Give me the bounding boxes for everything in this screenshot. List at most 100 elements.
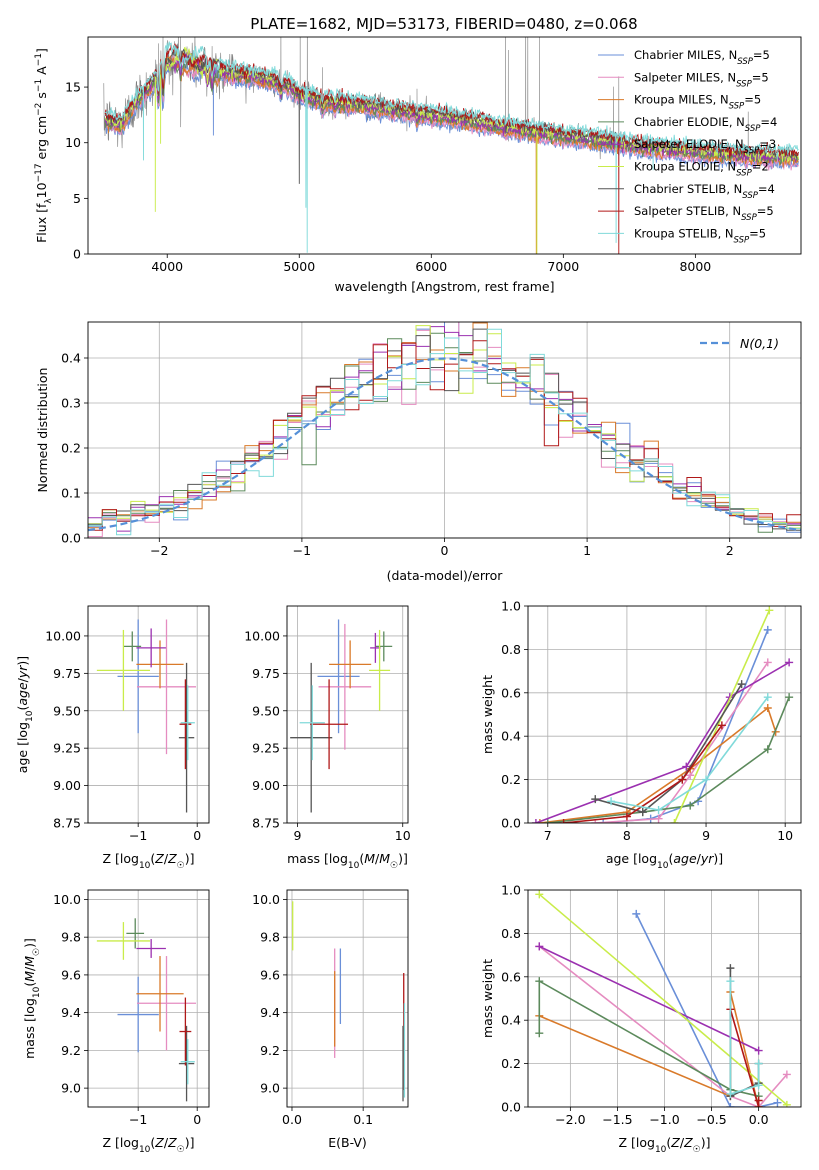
weight-marker: [763, 625, 772, 634]
y-tick-label: 8.75: [252, 816, 280, 831]
x-axis-label: wavelength [Angstrom, rest frame]: [334, 279, 554, 294]
x-tick-label: 0: [193, 828, 201, 843]
errorbar-salpeter-stelib: [310, 679, 349, 770]
weight-series-chabrier-elodie: [535, 977, 763, 1101]
panel-age-vs-mass: 9 10 8.75 9.00 9.25 9.50 9.75 10.00 mass [log10(…: [244, 605, 411, 871]
y-tick-label: 0.8: [501, 926, 521, 941]
y-tick-label: 0.0: [501, 816, 521, 831]
weight-marker: [531, 819, 540, 823]
legend-label-kroupa-miles: Kroupa MILES, NSSP=5: [634, 93, 761, 112]
y-tick-label: 9.4: [260, 1005, 280, 1020]
x-tick-label: 1: [583, 543, 591, 558]
errorbar-chabrier-stelib: [178, 1025, 195, 1102]
y-tick-label: 0.3: [61, 396, 81, 411]
errorbar-chabrier-stelib: [178, 662, 195, 813]
x-tick-label: 4000: [151, 259, 183, 274]
axes-frame: [527, 605, 802, 824]
x-tick-label: −1: [129, 1112, 147, 1127]
weight-marker: [607, 797, 616, 806]
legend-label-salpeter-stelib: Salpeter STELIB, NSSP=5: [634, 204, 774, 223]
legend-label-kroupa-stelib: Kroupa STELIB, NSSP=5: [634, 226, 766, 245]
weight-marker: [535, 942, 544, 951]
weight-series-salpeter-elodie: [531, 658, 794, 823]
axes-frame: [527, 889, 802, 1108]
weight-marker: [717, 721, 726, 730]
weight-marker: [754, 1059, 763, 1068]
legend-label-salpeter-miles: Salpeter MILES, NSSP=5: [634, 70, 769, 89]
y-tick-label: 9.75: [252, 666, 280, 681]
weight-line: [729, 981, 760, 1096]
y-tick-label: 9.6: [260, 967, 280, 982]
axes-frame: [87, 889, 210, 1108]
plot-area: [528, 890, 801, 1107]
x-tick-label: 0.0: [749, 1112, 769, 1127]
errorbar-kroupa-elodie: [96, 629, 150, 711]
y-tick-label: 0.0: [61, 531, 81, 546]
y-tick-label: 9.50: [53, 703, 81, 718]
y-tick-label: 0.2: [61, 441, 81, 456]
x-tick-label: 10: [395, 828, 411, 843]
weight-line: [610, 696, 769, 811]
panel-mass-vs-Z: −1 0 9.0 9.2 9.4 9.6 9.8 10.0 Z [log10(Z/Z☉)] mas…: [22, 889, 210, 1155]
weight-marker: [765, 606, 774, 615]
y-tick-label: 1.0: [501, 599, 521, 614]
panel-spectrum: 4000 5000 6000 7000 8000 0 5 10 15 wavelength [An…: [34, 36, 802, 294]
x-tick-label: 0.0: [282, 1112, 302, 1127]
panel-age-vs-Z: −1 0 8.75 9.00 9.25 9.50 9.75 10.00 Z [log10(Z/Z…: [15, 605, 210, 871]
weight-line: [538, 979, 759, 1097]
panel-weight-vs-age: 7 8 9 10 0.0 0.2 0.4 0.6 0.8 1.0 age [log10(age/yr…: [480, 599, 802, 871]
legend: Chabrier MILES, NSSP=5 Salpeter MILES, NS…: [598, 48, 777, 245]
y-tick-label: 0.2: [501, 772, 521, 787]
plot-area: [287, 890, 408, 1107]
y-tick-label: 10.00: [244, 628, 280, 643]
weight-marker: [678, 775, 687, 784]
axes-frame: [87, 605, 210, 824]
weight-marker: [670, 819, 679, 823]
y-tick-label: 10.0: [252, 892, 280, 907]
y-axis-label: mass weight: [480, 675, 495, 754]
normal-curve: [88, 357, 801, 532]
x-axis-label: Z [log10(Z/Z☉)]: [102, 851, 194, 871]
weight-marker: [773, 1098, 782, 1107]
panel-residuals: −2 −1 0 1 2 0.0 0.1 0.2 0.3 0.4 (data-model)/error…: [35, 321, 802, 583]
y-axis-label: Normed distribution: [35, 368, 50, 493]
axes-frame: [286, 605, 409, 824]
errorbar-salpeter-elodie: [136, 939, 166, 958]
y-tick-label: 0.4: [501, 1013, 521, 1028]
panel-weight-vs-Z: −2.0 −1.5 −1.0 −0.5 0.0 0.0 0.2 0.4 0.6 0.8 1.0 Z […: [480, 883, 802, 1155]
histogram-salpeter-stelib: [88, 340, 801, 531]
y-tick-label: 0.4: [501, 729, 521, 744]
errorbar-kroupa-miles: [329, 640, 372, 689]
errorbar-chabrier-miles: [317, 619, 360, 734]
x-tick-label: 9: [294, 828, 302, 843]
plot-area: [88, 322, 801, 538]
y-axis-label: mass [log10(M/M☉)]: [22, 938, 42, 1059]
y-axis-label: age [log10(age/yr)]: [15, 656, 35, 773]
errorbar-kroupa-elodie: [96, 922, 150, 960]
weight-marker: [654, 814, 663, 823]
weight-marker: [638, 808, 647, 817]
x-tick-label: 9: [702, 828, 710, 843]
legend-label-chabrier-miles: Chabrier MILES, NSSP=5: [634, 48, 770, 67]
weight-marker: [782, 1070, 791, 1079]
y-axis-label: Flux [fλ10−17 erg cm−2 s−1 A−1]: [34, 48, 54, 243]
weight-marker: [535, 819, 544, 823]
weight-marker: [559, 819, 568, 823]
weight-marker: [702, 775, 711, 784]
figure-title: PLATE=1682, MJD=53173, FIBERID=0480, z=0…: [250, 15, 637, 33]
weight-marker: [763, 703, 772, 712]
y-tick-label: 9.00: [53, 778, 81, 793]
x-axis-label: E(B-V): [328, 1135, 367, 1150]
y-tick-label: 1.0: [501, 883, 521, 898]
axes-frame: [286, 889, 409, 1108]
weight-marker: [543, 819, 552, 823]
x-tick-label: 0: [193, 1112, 201, 1127]
errorbar-kroupa-stelib: [299, 685, 325, 761]
errorbar-chabrier-elodie: [375, 631, 393, 662]
y-tick-label: 9.50: [252, 703, 280, 718]
errorbar-salpeter-miles: [136, 956, 197, 1051]
weight-series-salpeter-elodie: [535, 942, 763, 1055]
x-tick-label: 7000: [547, 259, 579, 274]
y-tick-label: 0.2: [501, 1056, 521, 1071]
weight-marker: [632, 909, 641, 918]
